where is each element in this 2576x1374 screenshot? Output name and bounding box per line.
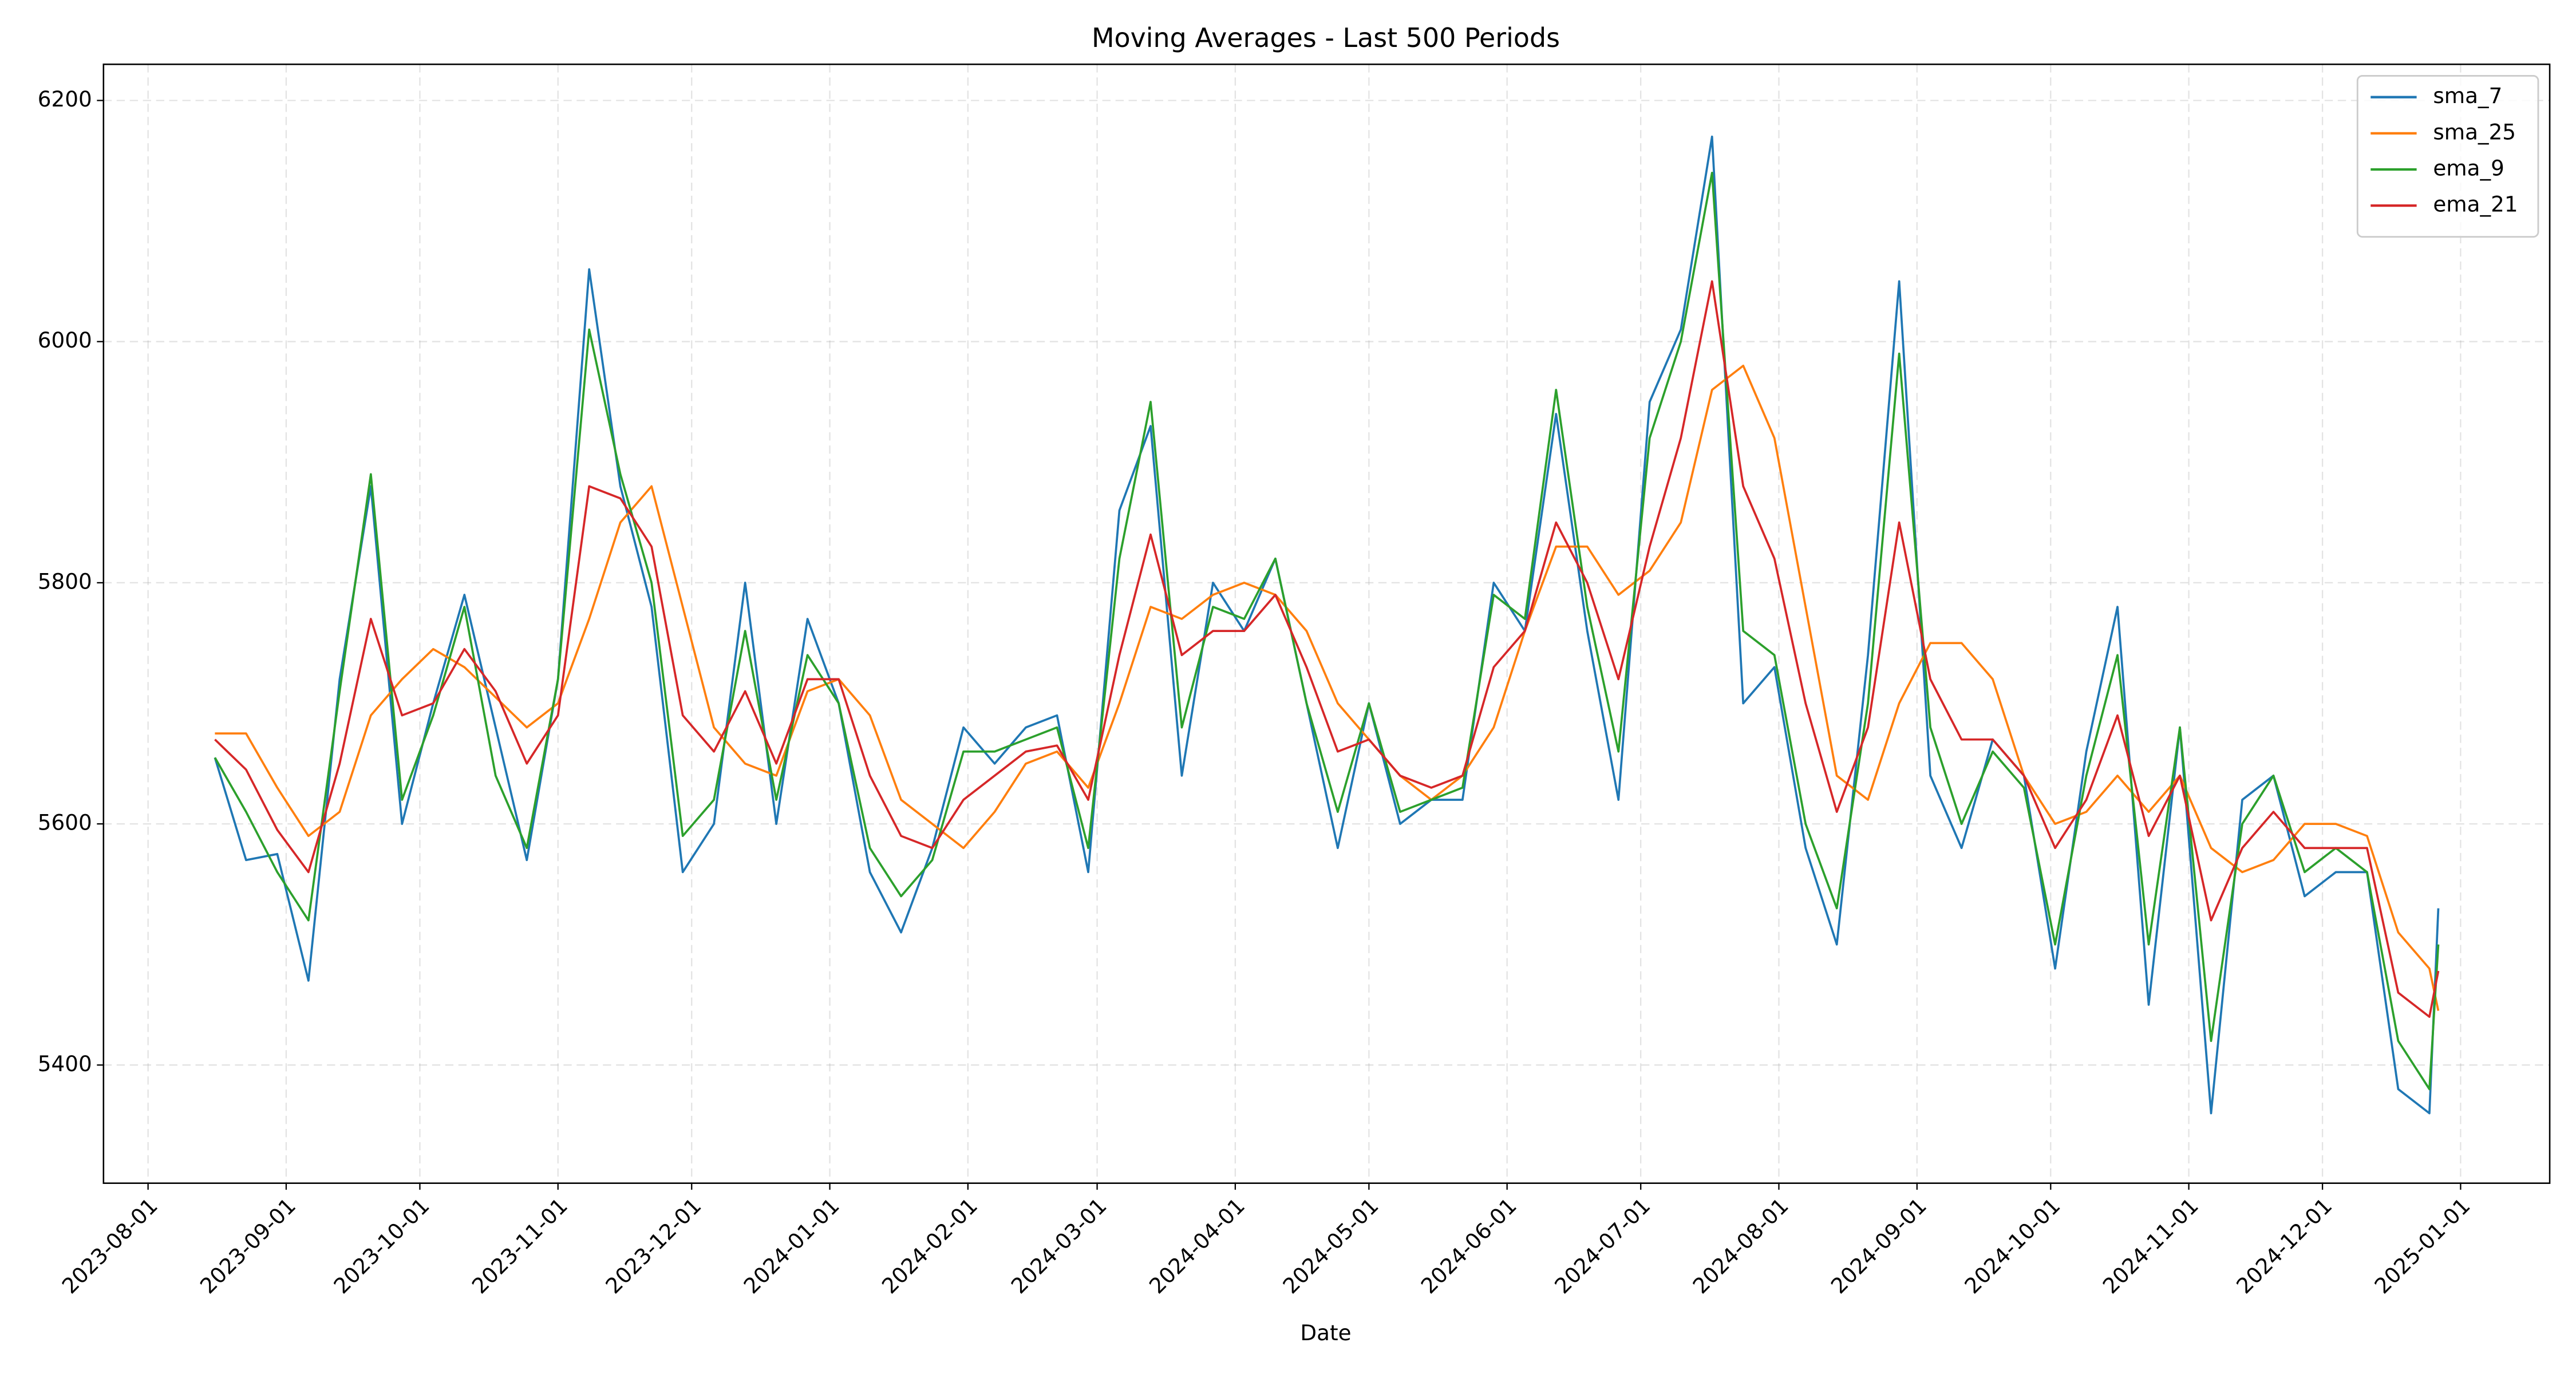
legend-label: sma_25 (2433, 119, 2516, 144)
legend-label: ema_9 (2433, 155, 2504, 180)
legend-box (2356, 74, 2539, 238)
legend: sma_7 sma_25 ema_9 ema_21 (2356, 74, 2539, 238)
legend-label: ema_21 (2433, 192, 2518, 217)
line-series (214, 135, 2440, 1115)
x-axis-label: Date (1300, 1320, 1351, 1345)
line-series (214, 280, 2440, 1018)
y-tick-label: 6200 (38, 86, 92, 112)
chart-title: Moving Averages - Last 500 Periods (1092, 22, 1560, 53)
line-series (215, 364, 2440, 1011)
plot-frame (102, 64, 2551, 1185)
y-tick-label: 5600 (38, 810, 92, 835)
line-series (214, 171, 2440, 1091)
y-tick-label: 6000 (38, 327, 92, 353)
legend-label: sma_7 (2433, 83, 2502, 108)
y-tick-label: 5400 (38, 1051, 92, 1076)
y-tick-label: 5800 (38, 568, 92, 594)
